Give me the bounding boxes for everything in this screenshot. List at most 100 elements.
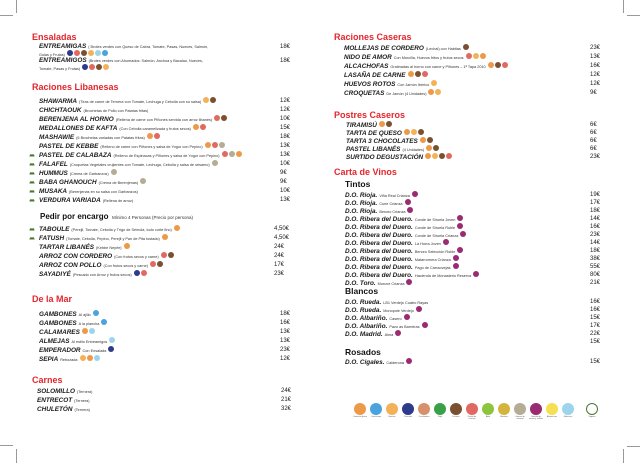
huevos-icon — [386, 403, 398, 415]
menu-item: SEPIA Rebozada 12€ — [39, 354, 290, 364]
item-description: Cune Crianza — [379, 201, 403, 206]
item-name: ENTREAMIGAS — [39, 43, 87, 50]
item-text: ENTRECOT (Ternera) — [37, 396, 92, 406]
vegan-leaf-icon — [29, 163, 35, 166]
item-name: ARROZ CON POLLO — [39, 261, 102, 269]
menu-item: TARTA DE QUESO 6€ — [346, 128, 597, 139]
item-description: Con Ensalada — [82, 348, 107, 353]
legend-item: Lácteos — [449, 403, 463, 420]
gluten-allergen-icon — [479, 52, 486, 59]
gluten-allergen-icon — [407, 70, 414, 77]
gluten-allergen-icon — [425, 152, 432, 159]
crop-mark — [627, 15, 640, 16]
item-name: VERDURA VARIADA — [39, 196, 101, 204]
item-description: (Rellena de arroz) — [102, 198, 134, 203]
frutos_secos-allergen-icon — [89, 64, 96, 70]
frutos_secos-allergen-icon — [421, 70, 428, 77]
menu-item: TIRAMISÚ 6€ — [346, 120, 597, 130]
item-name: HUEVOS ROTOS — [344, 80, 396, 88]
wine-subtitle-rosados: Rosados — [345, 347, 381, 357]
sulfitos-allergen-icon — [411, 190, 418, 197]
menu-item: FATUSH (Tomate, Cebolla, Pepino, Perejil … — [29, 233, 289, 243]
item-description: (Croquetas Vegetales crujientes con Toma… — [69, 162, 210, 167]
crop-mark — [627, 446, 640, 447]
pescado-allergen-icon — [133, 269, 140, 276]
item-description: De Jamón (4 Unidades) — [386, 91, 427, 96]
legend-label: Pescado — [404, 416, 412, 418]
item-name: D.O. Rueda. — [345, 298, 382, 306]
item-price: 17€ — [590, 200, 601, 206]
item-description: Conde de Siruela Roble — [414, 225, 456, 230]
legend-label: Soja — [437, 416, 442, 418]
menu-item: ARROZ CON POLLO (Con frutos secos y carne… — [39, 260, 284, 271]
item-description: (Relleno de carne con Piñones y salsa de… — [100, 144, 203, 149]
item-name: SAYADIYÉ — [39, 270, 71, 278]
gluten-allergen-icon — [81, 327, 88, 334]
section-title-carnes: Carnes — [32, 375, 63, 385]
allergen-icons — [109, 336, 116, 343]
legend-label: Granos de sésamo — [515, 416, 525, 420]
section-title-postres-caseros: Postres Caseros — [334, 110, 406, 120]
allergen-icons — [457, 246, 464, 253]
item-description: Casero — [389, 316, 402, 321]
item-description: (Relleno de Espinacas y Piñones y salsa … — [113, 153, 220, 158]
allergen-icons — [428, 88, 442, 95]
item-text: ALCACHOFAS Gratinadas al horno con carne … — [344, 61, 508, 72]
allergen-icons — [442, 238, 449, 245]
huevos-allergen-icon — [410, 128, 417, 135]
menu-item: MOLLEJAS DE CORDERO (Lechal) con Habitas 2… — [344, 43, 600, 53]
item-name: D.O. Rioja. — [345, 199, 378, 207]
menu-item: SHAWARMA (Tiras de carne de Ternera con T… — [39, 96, 290, 106]
section-title-encargo: Pedir por encargo — [40, 212, 109, 221]
item-description: Gratinadas al horno con carne y Piñones … — [390, 64, 486, 69]
vegan-leaf-icon — [29, 237, 35, 240]
huevos-allergen-icon — [79, 354, 86, 361]
menu-item: SAYADIYÉ (Pescado con Arroz y frutos seco… — [39, 269, 284, 279]
allergen-icons — [221, 150, 242, 157]
allergen-legend: Contiene gluten Crustáceos Huevos Pescado Ca… — [353, 403, 599, 420]
allergen-icons — [415, 305, 422, 312]
item-text: ARROZ CON POLLO (Con frutos secos y carne… — [39, 260, 164, 271]
allergen-icons — [462, 43, 469, 50]
item-price: 24€ — [274, 244, 285, 250]
frutos_secos-allergen-icon — [140, 269, 147, 276]
allergen-icons — [404, 198, 411, 205]
gluten-allergen-icon — [428, 88, 435, 95]
item-price: 24€ — [274, 253, 285, 259]
legend-label: Altramuces — [546, 416, 557, 418]
lacteos-allergen-icon — [426, 136, 433, 143]
item-name: LASAÑA DE CARNE — [344, 71, 406, 79]
sulfitos-allergen-icon — [473, 270, 480, 277]
legend-item: Huevos — [385, 403, 399, 420]
item-text: BABA GHANOUCH (Crema de Berenjenas) — [39, 177, 147, 188]
item-description: Matarromera Crianza — [414, 257, 451, 262]
frutos_secos-allergen-icon — [221, 150, 228, 157]
item-name: GAMBONES — [39, 319, 77, 327]
item-text: TARTA DE QUESO — [346, 128, 424, 139]
legend-item: Pescado — [401, 403, 415, 420]
item-name: PASTEL LIBANÉS — [346, 145, 401, 153]
item-name: D.O. Rioja. — [345, 191, 378, 199]
item-text: MASHAWIE (6 Brochetas variadas con Patata… — [39, 132, 160, 143]
menu-item: D.O. Ribera del Duero. La Horra Joven 14€ — [345, 238, 600, 248]
legend-item: Granos de sésamo — [513, 403, 527, 420]
sulfitos-allergen-icon — [406, 278, 413, 285]
legend-label: Lácteos — [452, 416, 460, 418]
menu-item: HUMMUS (Crema de Garbanzos) 9€ — [29, 168, 287, 178]
legend-item: Cacahuetes — [417, 403, 431, 420]
wine-subtitle-tintos: Tintos — [345, 179, 371, 189]
legend-item: Frutos de cáscara — [465, 403, 479, 420]
crustaceos-allergen-icon — [101, 318, 108, 325]
legend-label: Vegano — [588, 416, 596, 418]
item-name: ALMEJAS — [39, 337, 70, 345]
sulfitos-allergen-icon — [457, 222, 464, 229]
huevos-allergen-icon — [103, 64, 110, 70]
item-text: D.O. Cigales. Calderona — [345, 357, 412, 368]
encargo-note: Mínimo 4 Personas (Precio por persona) — [112, 215, 194, 220]
item-description: Conde de Siruela Joven — [414, 217, 456, 222]
gluten-allergen-icon — [146, 132, 153, 139]
allergen-icons — [403, 128, 424, 135]
pescado-allergen-icon — [108, 345, 115, 352]
legend-item: Crustáceos — [369, 403, 383, 420]
item-name: D.O. Ribera del Duero. — [345, 271, 413, 279]
